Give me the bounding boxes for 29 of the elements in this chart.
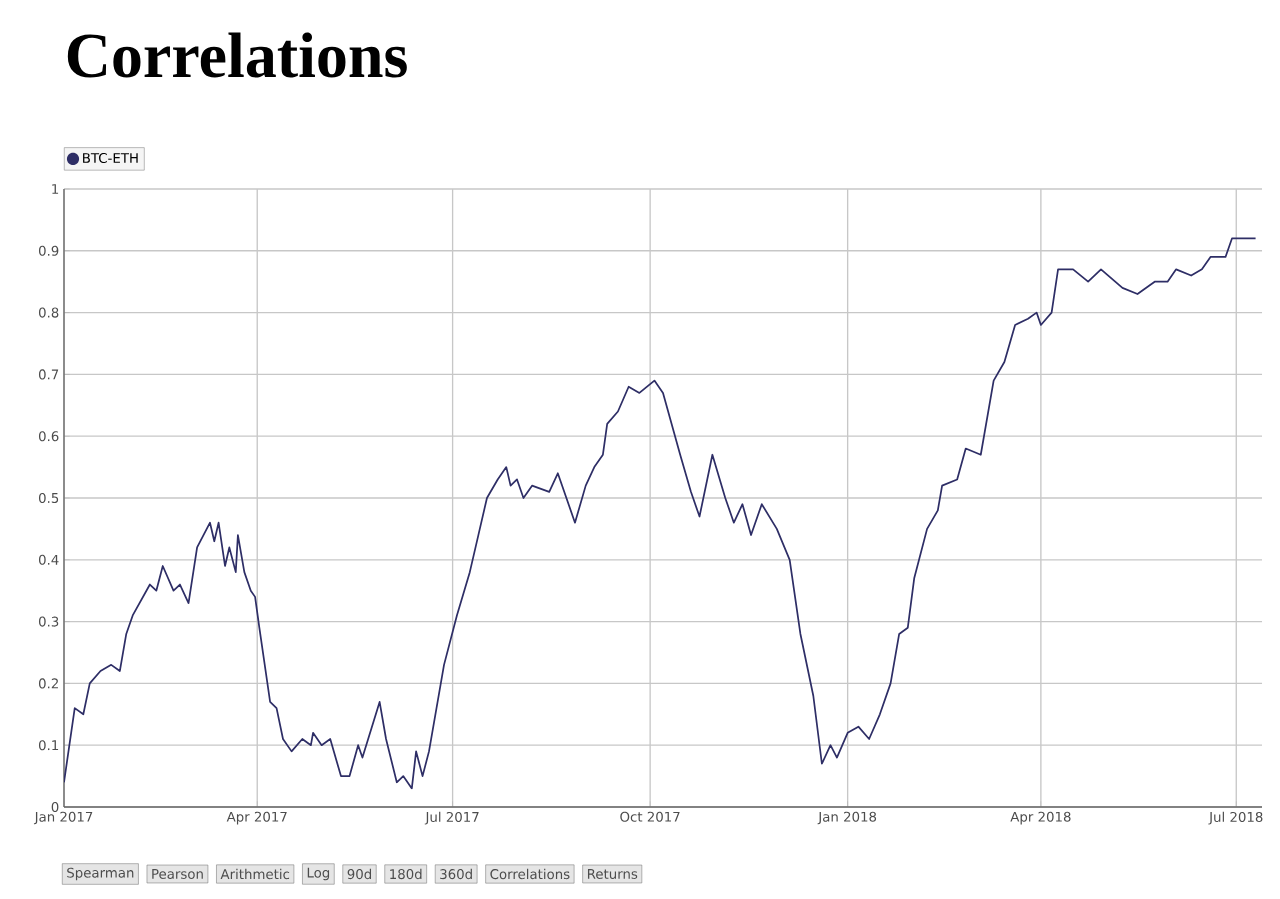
text: Spearman [67,867,134,881]
x-tick-label: Jul 2017 [424,811,479,825]
x-tick-label: Jan 2018 [817,811,877,825]
text: 90d [347,868,372,880]
y-tick-label: 0.7 [38,369,59,380]
y-tick-label: 0.6 [38,431,59,442]
y-tick-label: 0.1 [38,740,59,751]
y-tick-label: 0.8 [38,307,59,318]
y-tick-label: 1 [52,184,59,194]
text: Arithmetic [220,868,290,880]
x-tick-label: Oct 2017 [620,811,680,822]
y-tick-label: 0.3 [38,616,59,627]
y-tick-label: 0.9 [38,245,59,256]
text: 360d [440,868,472,880]
text: Returns [587,869,638,879]
y-tick-label: 0.5 [38,492,59,504]
x-tick-label: Apr 2017 [226,811,287,825]
text: 180d [390,868,422,880]
x-tick-label: Jul 2018 [1208,811,1263,825]
chart-title: Correlations [67,32,407,78]
text: Log [307,867,330,881]
legend-label: BTC-ETH [83,152,138,164]
text: Pearson [152,869,203,879]
y-tick-label: 0.4 [38,554,59,565]
y-tick-label: 0 [51,801,59,813]
x-tick-label: Apr 2018 [1010,811,1071,825]
text: Correlations [490,868,570,880]
y-tick-label: 0.2 [38,678,58,689]
x-tick-label: Jan 2017 [33,811,93,825]
